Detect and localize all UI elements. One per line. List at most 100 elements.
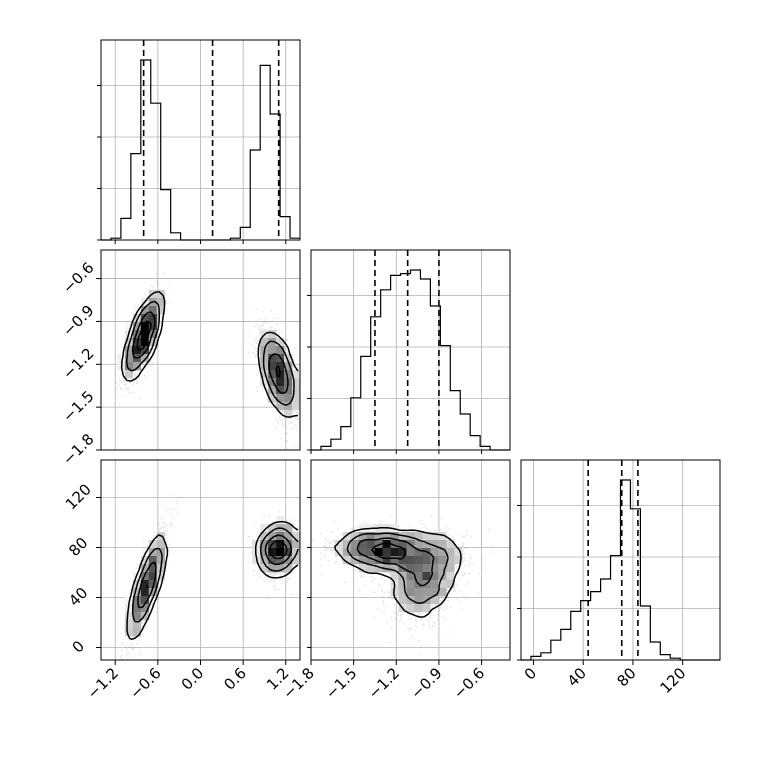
scatter-point — [256, 390, 258, 392]
density-cell — [140, 322, 150, 331]
scatter-point — [253, 351, 255, 353]
scatter-point — [120, 388, 122, 390]
scatter-point — [255, 353, 257, 355]
scatter-point — [122, 377, 125, 379]
scatter-point — [265, 318, 267, 320]
scatter-point — [305, 547, 306, 548]
scatter-point — [298, 412, 300, 415]
scatter-point — [136, 381, 138, 384]
scatter-point — [157, 313, 159, 316]
histogram-step-2 — [521, 479, 720, 661]
density-cell — [276, 338, 285, 347]
scatter-point — [122, 641, 124, 644]
scatter-point — [297, 411, 299, 413]
scatter-point — [275, 402, 277, 405]
contour-1-0-1 — [131, 311, 289, 395]
scatter-point — [144, 375, 146, 377]
scatter-point — [141, 619, 144, 622]
scatter-point — [137, 639, 140, 642]
scatter-point — [266, 398, 268, 400]
scatter-point — [279, 416, 281, 418]
scatter-point — [281, 410, 283, 412]
scatter-point — [148, 601, 151, 603]
scatter-point — [141, 622, 143, 624]
scatter-point — [251, 343, 254, 346]
scatter-point — [255, 324, 257, 326]
scatter-point — [308, 538, 309, 539]
density-cell — [284, 354, 293, 363]
scatter-point — [283, 348, 286, 350]
scatter-point — [171, 523, 173, 525]
scatter-point — [294, 571, 297, 573]
density-cell — [268, 378, 277, 387]
scatter-point — [131, 635, 133, 638]
scatter-point — [124, 384, 126, 386]
histogram-grid-0 — [101, 40, 300, 240]
density-cell — [132, 362, 142, 371]
scatter-point — [279, 416, 281, 418]
scatter-point — [152, 346, 154, 348]
scatter-point — [163, 524, 166, 526]
scatter-point — [137, 381, 139, 384]
scatter-point — [159, 315, 162, 317]
scatter-point — [302, 537, 303, 538]
density-cell — [260, 370, 269, 379]
scatter-point — [131, 637, 133, 639]
scatter-point — [259, 576, 261, 579]
scatter-point — [127, 388, 129, 390]
scatter-point — [140, 367, 142, 369]
density-cell — [292, 370, 300, 379]
scatter-point — [121, 373, 123, 375]
scatter-point — [164, 550, 166, 552]
density-cell — [132, 322, 142, 331]
scatter-point — [273, 571, 276, 574]
scatter-point — [277, 317, 279, 320]
scatter-point — [296, 424, 298, 426]
scatter-point — [293, 428, 295, 430]
scatter-point — [163, 522, 165, 524]
scatter-point — [161, 525, 163, 528]
scatter-point — [294, 424, 296, 426]
scatter-point — [277, 329, 279, 331]
histogram-panel-1 — [311, 250, 510, 451]
scatter-point — [273, 575, 276, 577]
scatter-point — [157, 522, 160, 524]
joint-content-2-0 — [119, 494, 309, 660]
density-cell — [140, 306, 150, 315]
scatter-point — [150, 599, 152, 601]
scatter-point — [171, 509, 173, 511]
scatter-point — [262, 321, 265, 323]
scatter-point — [156, 317, 158, 320]
scatter-point — [169, 514, 172, 516]
scatter-point — [149, 608, 151, 610]
scatter-point — [157, 318, 159, 320]
scatter-point — [297, 418, 299, 420]
scatter-point — [139, 650, 141, 652]
density-cell — [148, 338, 158, 347]
density-cell — [116, 354, 126, 363]
scatter-point — [280, 438, 282, 440]
scatter-point — [156, 339, 159, 341]
scatter-point — [125, 383, 127, 386]
scatter-point — [275, 572, 277, 574]
scatter-point — [253, 569, 256, 572]
scatter-point — [285, 427, 287, 429]
scatter-point — [131, 643, 133, 646]
scatter-point — [142, 622, 144, 624]
density-cell — [276, 402, 285, 411]
density-cell — [124, 370, 134, 379]
scatter-point — [129, 392, 131, 394]
scatter-point — [249, 330, 251, 333]
scatter-point — [118, 384, 120, 386]
scatter-point — [170, 290, 172, 293]
scatter-point — [133, 636, 135, 639]
scatter-point — [133, 373, 136, 375]
density-cell — [268, 346, 277, 355]
scatter-point — [261, 325, 263, 327]
scatter-point — [164, 300, 167, 302]
scatter-point — [140, 621, 143, 623]
scatter-point — [133, 646, 136, 648]
scatter-point — [306, 399, 307, 400]
scatter-point — [297, 358, 299, 361]
scatter-point — [118, 403, 121, 405]
